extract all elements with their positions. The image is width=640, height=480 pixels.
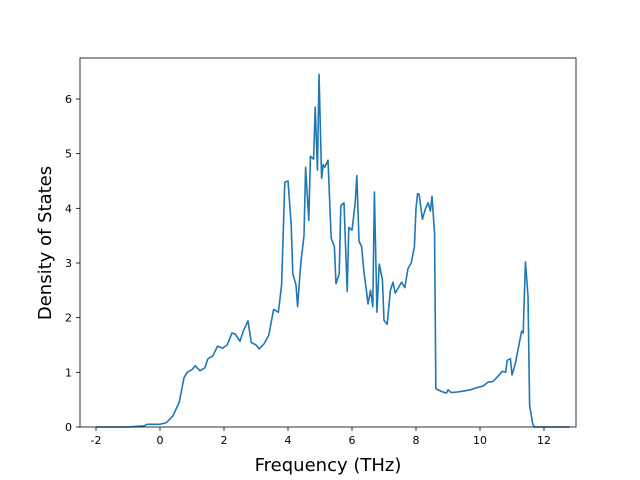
x-tick-label: 2	[221, 434, 228, 447]
x-tick-label: 12	[537, 434, 551, 447]
y-tick-label: 0	[65, 421, 72, 434]
y-tick-label: 2	[65, 312, 72, 325]
y-tick-label: 4	[65, 202, 72, 215]
x-axis-label: Frequency (THz)	[255, 455, 402, 476]
y-tick-label: 3	[65, 257, 72, 270]
y-tick-label: 6	[65, 93, 72, 106]
y-axis-label: Density of States	[35, 166, 56, 320]
y-tick-label: 5	[65, 148, 72, 161]
x-tick-label: 4	[285, 434, 292, 447]
y-tick-label: 1	[65, 366, 72, 379]
x-tick-label: 8	[413, 434, 420, 447]
line-series	[96, 73, 570, 428]
x-tick-label: 6	[349, 434, 356, 447]
plot-frame	[79, 57, 577, 428]
x-tick-label: -2	[91, 434, 102, 447]
x-tick-label: 0	[157, 434, 164, 447]
x-tick-label: 10	[473, 434, 487, 447]
